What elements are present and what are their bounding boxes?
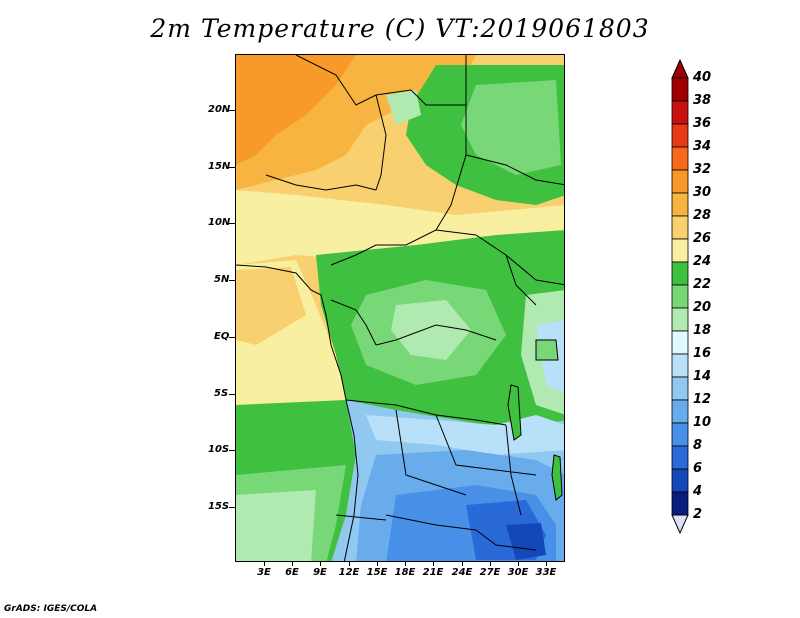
temperature-field	[236, 55, 564, 561]
field-20-central	[391, 300, 471, 360]
lake-tanganyika	[507, 384, 522, 441]
field-20-ne	[386, 90, 421, 125]
lat-tick	[229, 280, 235, 281]
lon-tick	[462, 561, 463, 566]
colorbar-label: 8	[693, 438, 703, 453]
lon-label-24e: 24E	[451, 567, 473, 578]
colorbar-box	[671, 238, 689, 263]
colorbar-label: 36	[693, 116, 712, 131]
colorbar-label: 32	[693, 162, 712, 177]
lat-label-20n: 20N	[208, 104, 231, 115]
colorbar-box	[671, 468, 689, 493]
colorbar-box	[671, 376, 689, 401]
colorbar-label: 2	[693, 507, 703, 522]
colorbar-label: 28	[693, 208, 712, 223]
lon-tick	[433, 561, 434, 566]
colorbar-label: 20	[693, 300, 712, 315]
colorbar-box	[671, 307, 689, 332]
colorbar-box	[671, 445, 689, 470]
colorbar-label: 24	[693, 254, 712, 269]
lat-tick	[229, 450, 235, 451]
lon-tick	[405, 561, 406, 566]
lon-label-6e: 6E	[285, 567, 299, 578]
colorbar-top-arrow	[671, 58, 689, 79]
colorbar-box	[671, 353, 689, 378]
lon-label-33e: 33E	[535, 567, 557, 578]
colorbar-box	[671, 77, 689, 102]
colorbar-label: 6	[693, 461, 703, 476]
colorbar-label: 26	[693, 231, 712, 246]
lon-tick	[320, 561, 321, 566]
map-title: 2m Temperature (C) VT:2019061803	[150, 14, 650, 43]
colorbar-box	[671, 284, 689, 309]
lat-label-10s: 10S	[208, 444, 230, 455]
colorbar-bottom-arrow	[671, 514, 689, 535]
colorbar-label: 30	[693, 185, 712, 200]
colorbar-box	[671, 330, 689, 355]
colorbar-label: 22	[693, 277, 712, 292]
lon-label-3e: 3E	[257, 567, 271, 578]
lake-victoria	[535, 339, 559, 361]
lon-tick	[490, 561, 491, 566]
lon-tick	[292, 561, 293, 566]
colorbar-label: 18	[693, 323, 712, 338]
colorbar-box	[671, 146, 689, 171]
country-borders	[265, 55, 564, 551]
lat-tick	[229, 394, 235, 395]
lon-tick	[264, 561, 265, 566]
lat-label-5s: 5S	[214, 388, 229, 399]
colorbar-box	[671, 192, 689, 217]
colorbar-box	[671, 399, 689, 424]
grads-credit: GrADS: IGES/COLA	[4, 604, 98, 614]
colorbar-box	[671, 215, 689, 240]
colorbar-label: 10	[693, 415, 712, 430]
colorbar-label: 38	[693, 93, 712, 108]
colorbar-box	[671, 123, 689, 148]
lat-label-15n: 15N	[208, 161, 231, 172]
lat-label-eq: EQ	[214, 331, 230, 342]
colorbar-label: 4	[693, 484, 703, 499]
lat-label-10n: 10N	[208, 217, 231, 228]
colorbar-label: 12	[693, 392, 712, 407]
lon-label-21e: 21E	[422, 567, 444, 578]
field-32	[236, 55, 356, 165]
colorbar-box	[671, 100, 689, 125]
lon-tick	[546, 561, 547, 566]
lat-tick	[229, 337, 235, 338]
colorbar-box	[671, 261, 689, 286]
lon-label-30e: 30E	[507, 567, 529, 578]
field-22-ne	[461, 80, 561, 175]
lon-tick	[349, 561, 350, 566]
field-6	[506, 523, 546, 560]
lat-tick	[229, 110, 235, 111]
colorbar-label: 16	[693, 346, 712, 361]
colorbar-box	[671, 169, 689, 194]
lon-label-15e: 15E	[366, 567, 388, 578]
field-ocean-20	[236, 490, 316, 561]
lat-tick	[229, 507, 235, 508]
colorbar-label: 14	[693, 369, 712, 384]
colorbar-box	[671, 422, 689, 447]
lon-label-9e: 9E	[313, 567, 327, 578]
lon-label-27e: 27E	[479, 567, 501, 578]
lon-label-12e: 12E	[338, 567, 360, 578]
colorbar-box	[671, 491, 689, 516]
temperature-map	[235, 54, 565, 562]
lat-tick	[229, 167, 235, 168]
field-ocean-28	[236, 267, 306, 345]
coastline	[236, 264, 359, 561]
colorbar-label: 34	[693, 139, 712, 154]
lon-tick	[518, 561, 519, 566]
lon-tick	[377, 561, 378, 566]
lat-label-15s: 15S	[208, 501, 230, 512]
lat-tick	[229, 223, 235, 224]
lake-malawi	[551, 454, 563, 501]
colorbar	[671, 58, 689, 535]
lat-label-5n: 5N	[214, 274, 230, 285]
colorbar-label: 40	[693, 70, 712, 85]
lon-label-18e: 18E	[394, 567, 416, 578]
